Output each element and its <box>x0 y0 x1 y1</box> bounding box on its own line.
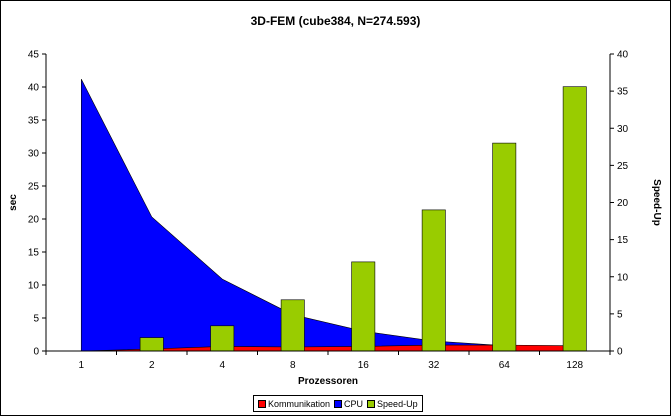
legend-item-cpu: CPU <box>334 399 363 409</box>
x-axis-title: Prozessoren <box>298 376 358 387</box>
y2-tick-label-30: 30 <box>617 124 629 135</box>
y-tick-label-0: 0 <box>33 347 39 358</box>
speed-up-bar-8 <box>280 299 305 352</box>
legend: Kommunikation CPU Speed-Up <box>253 395 423 412</box>
chart-title: 3D-FEM (cube384, N=274.593) <box>250 14 421 28</box>
y2-axis-title: Speed-Up <box>651 179 662 226</box>
speed-up-bar-32 <box>421 209 446 352</box>
legend-label-speed-up: Speed-Up <box>377 398 418 409</box>
y-tick-label-25: 25 <box>28 182 40 193</box>
speed-up-bar-16 <box>351 261 376 352</box>
speed-up-bar-2 <box>139 337 164 352</box>
speed-up-bar-4 <box>210 325 235 352</box>
x-tick-label-16: 16 <box>358 360 370 371</box>
legend-label-cpu: CPU <box>344 398 364 409</box>
legend-swatch-speed-up <box>367 399 376 408</box>
y-tick-label-5: 5 <box>33 314 39 325</box>
legend-item-speed-up: Speed-Up <box>367 399 418 409</box>
legend-item-kommunikation: Kommunikation <box>258 399 330 409</box>
x-tick-label-32: 32 <box>428 360 440 371</box>
y-tick-label-35: 35 <box>28 116 40 127</box>
x-tick-label-4: 4 <box>219 360 225 371</box>
y2-tick-label-15: 15 <box>617 235 629 246</box>
legend-swatch-kommunikation <box>258 399 266 408</box>
legend-swatch-cpu <box>334 399 343 408</box>
y-tick-label-10: 10 <box>28 281 40 292</box>
y-tick-label-45: 45 <box>28 50 40 61</box>
y-tick-label-30: 30 <box>28 149 40 160</box>
y2-tick-label-40: 40 <box>617 50 629 61</box>
x-tick-label-8: 8 <box>290 360 296 371</box>
y-tick-label-40: 40 <box>28 83 40 94</box>
y2-tick-label-0: 0 <box>617 347 623 358</box>
speed-up-bar-128 <box>562 86 587 352</box>
y-axis-title: sec <box>8 194 19 211</box>
y-tick-label-15: 15 <box>28 248 40 259</box>
y-tick-label-20: 20 <box>28 215 40 226</box>
x-tick-label-1: 1 <box>78 360 84 371</box>
y2-tick-label-35: 35 <box>617 87 629 98</box>
y2-tick-label-5: 5 <box>617 309 623 320</box>
y2-tick-label-10: 10 <box>617 272 629 283</box>
y2-tick-label-20: 20 <box>617 198 629 209</box>
x-tick-label-64: 64 <box>499 360 511 371</box>
y2-tick-label-25: 25 <box>617 161 629 172</box>
legend-label-kommunikation: Kommunikation <box>268 398 331 409</box>
x-tick-label-128: 128 <box>566 360 583 371</box>
speed-up-bar-64 <box>492 142 517 352</box>
x-tick-label-2: 2 <box>149 360 155 371</box>
